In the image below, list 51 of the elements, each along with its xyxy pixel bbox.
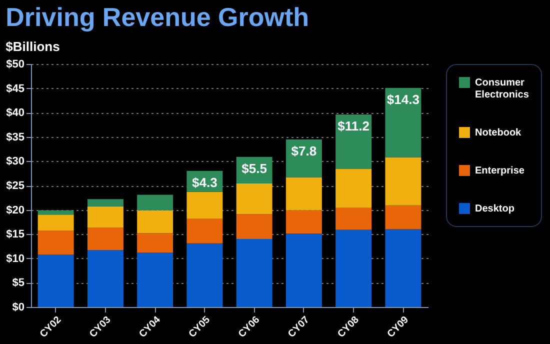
bar <box>137 210 174 234</box>
bar <box>336 114 372 169</box>
data-label: $4.3 <box>192 174 218 190</box>
data-label: $7.8 <box>291 143 317 158</box>
bar <box>137 233 174 253</box>
y-tick-label: $20 <box>6 204 24 216</box>
bar <box>385 229 422 307</box>
bar <box>38 254 74 307</box>
bar <box>336 208 372 230</box>
bar <box>336 168 372 208</box>
bar <box>87 228 124 250</box>
bar <box>137 252 174 307</box>
bar <box>236 238 272 307</box>
bar <box>385 205 422 230</box>
legend-label: Consumer Electronics <box>475 78 530 100</box>
y-tick-label: $10 <box>6 252 24 265</box>
bar <box>38 230 74 255</box>
data-label: $5.5 <box>242 160 267 176</box>
bar <box>87 250 124 307</box>
y-tick-label: $35 <box>6 131 24 144</box>
bar <box>38 210 74 215</box>
bar <box>137 194 174 210</box>
bar <box>286 177 322 210</box>
bar <box>87 206 124 228</box>
bar <box>336 230 372 307</box>
y-tick-label: $40 <box>6 107 24 120</box>
y-axis-title: $Billions <box>6 39 60 54</box>
y-tick-label: $25 <box>6 180 24 192</box>
y-tick-label: $5 <box>12 277 24 290</box>
bar <box>286 234 322 307</box>
y-tick-label: $0 <box>12 302 24 314</box>
legend-label: Desktop <box>475 204 514 214</box>
y-tick-label: $15 <box>6 228 24 241</box>
legend-label: Notebook <box>475 128 522 138</box>
bar <box>186 243 223 307</box>
chart-title: Driving Revenue Growth <box>6 2 310 32</box>
bar <box>236 214 272 239</box>
y-tick-label: $45 <box>6 82 24 95</box>
bar <box>186 218 223 244</box>
bar <box>385 157 422 206</box>
y-tick-label: $50 <box>6 58 24 70</box>
bar <box>87 199 124 206</box>
y-tick-label: $30 <box>6 156 24 168</box>
data-label: $11.2 <box>338 118 370 134</box>
data-label: $14.3 <box>386 92 420 107</box>
legend-label: Enterprise <box>475 166 525 176</box>
bar <box>286 210 322 234</box>
bar <box>186 192 223 219</box>
bar <box>38 214 74 231</box>
bar <box>385 88 422 158</box>
bar <box>236 184 272 214</box>
